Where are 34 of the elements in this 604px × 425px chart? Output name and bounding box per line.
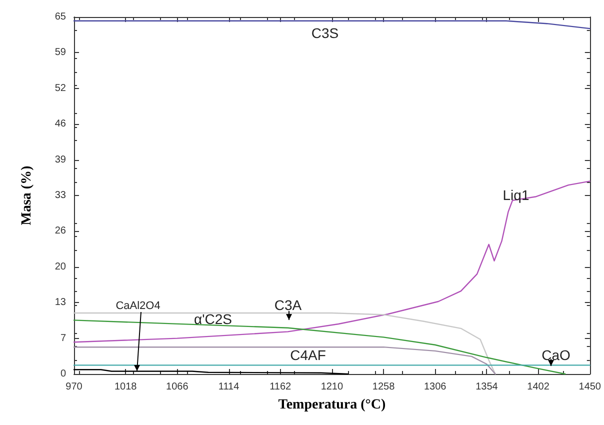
x-tick-label: 1450 [578, 382, 602, 392]
line-series [73, 346, 496, 375]
x-tick-label: 1354 [476, 382, 498, 392]
series-label: C3A [274, 297, 302, 313]
series-label: Liq1 [502, 187, 530, 203]
y-tick-label: 33 [54, 190, 66, 201]
x-tick-label: 1402 [527, 382, 550, 392]
x-tick-label: 1210 [320, 382, 344, 392]
y-tick-label: 0 [60, 368, 66, 380]
y-tick-label: 52 [54, 82, 66, 94]
series-label: C4AF [290, 347, 326, 363]
x-tick-label: 1162 [270, 382, 292, 392]
y-tick-label: 20 [54, 261, 66, 272]
y-axis-title: Masa (%) [20, 165, 34, 226]
y-tick-label: 65 [54, 12, 66, 22]
y-tick-label: 7 [60, 332, 66, 344]
x-tick-label: 1114 [218, 382, 240, 392]
y-tick-label: 46 [54, 118, 66, 130]
y-tick-label: 26 [54, 226, 66, 237]
x-axis-title: Temperatura (°C) [278, 398, 386, 412]
x-tick-label: 970 [66, 382, 83, 392]
x-tick-label: 1258 [372, 382, 396, 392]
y-tick-label: 13 [54, 297, 66, 308]
x-tick-label: 1306 [424, 382, 447, 392]
text: CaAl2O4 [116, 300, 160, 312]
x-tick-label: 1066 [166, 382, 189, 392]
line-series [73, 180, 590, 343]
series-label: C3S [311, 25, 339, 41]
series-label: CaO [542, 347, 570, 363]
y-tick-label: 59 [54, 47, 66, 58]
series-label: α'C2S [194, 311, 232, 327]
x-tick-label: 1018 [114, 382, 138, 392]
y-tick-label: 39 [54, 154, 66, 166]
line-series [73, 312, 496, 375]
